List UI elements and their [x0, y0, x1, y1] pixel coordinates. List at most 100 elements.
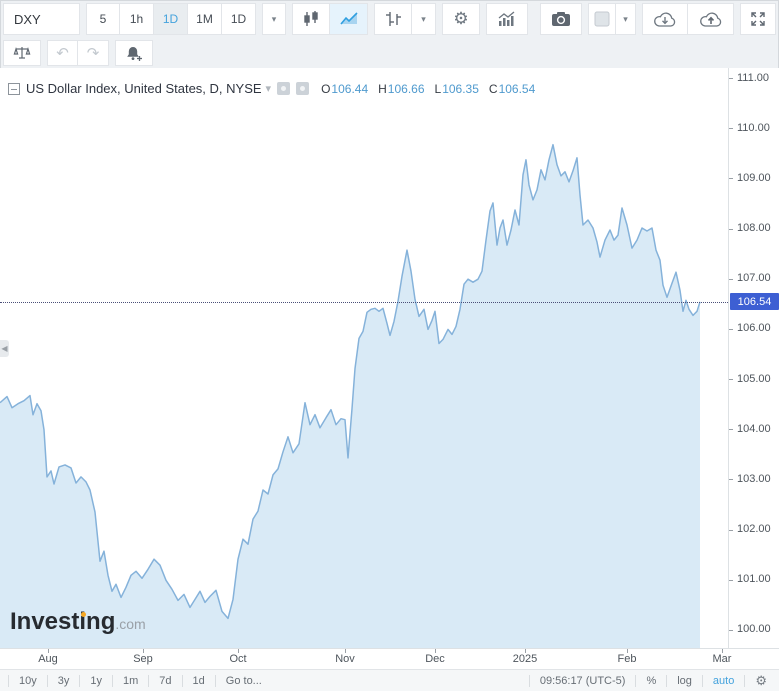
range-button-7d[interactable]: 7d [159, 674, 172, 687]
price-tick-label: 100.00 [737, 623, 771, 635]
series-visibility-icon[interactable] [277, 82, 291, 95]
divider [635, 674, 637, 687]
range-button-3y[interactable]: 3y [57, 674, 70, 687]
fullscreen-icon [750, 11, 766, 27]
cloud-download-icon [653, 11, 677, 28]
time-tick [435, 649, 436, 653]
add-alert-button[interactable] [115, 40, 153, 66]
legend-dropdown-icon[interactable]: ▾ [265, 83, 272, 95]
price-tick-label: 107.00 [737, 272, 771, 284]
area-chart-icon [339, 10, 359, 28]
ohlc-c: C 106.54 [488, 81, 536, 96]
percent-scale-button[interactable]: % [646, 674, 657, 687]
price-tick [729, 530, 733, 531]
hlc-bars-icon [384, 10, 402, 28]
load-layout-button[interactable] [642, 3, 688, 35]
last-price-label: 106.54 [730, 293, 779, 310]
interval-button-1m[interactable]: 1M [188, 3, 222, 35]
watermark-suffix: .com [115, 616, 146, 632]
divider [666, 674, 668, 687]
area-chart-button[interactable] [330, 3, 368, 35]
range-button-10y[interactable]: 10y [19, 674, 37, 687]
price-tick-label: 103.00 [737, 473, 771, 485]
price-tick-label: 111.00 [737, 72, 770, 84]
interval-button-1d[interactable]: 1D [222, 3, 256, 35]
divider [79, 674, 81, 687]
cloud-upload-icon [699, 11, 723, 28]
time-tick-label: Mar [712, 653, 732, 665]
interval-dropdown-caret[interactable]: ▾ [262, 3, 286, 35]
drawing-toolbar-handle[interactable]: ◀ [0, 340, 9, 357]
range-button-1m[interactable]: 1m [123, 674, 139, 687]
price-tick-label: 104.00 [737, 423, 771, 435]
price-tick-label: 110.00 [737, 122, 770, 134]
compare-button[interactable] [3, 40, 41, 66]
time-tick-label: Nov [335, 653, 355, 665]
price-tick [729, 78, 733, 79]
interval-button-1h[interactable]: 1h [120, 3, 154, 35]
time-tick [722, 649, 723, 653]
divider [744, 674, 746, 687]
interval-button-5[interactable]: 5 [86, 3, 120, 35]
axis-settings-gear-icon[interactable]: ⚙ [755, 672, 767, 688]
price-tick-label: 106.00 [737, 322, 771, 334]
legend: US Dollar Index, United States, D, NYSE … [8, 81, 535, 96]
range-button-1y[interactable]: 1y [90, 674, 102, 687]
price-axis[interactable]: 111.00 110.00 109.00 108.00 107.00 106.00 105.… [728, 68, 779, 648]
time-tick-label: 2025 [512, 653, 538, 665]
ohlc-l: L 106.35 [434, 81, 479, 96]
time-tick [143, 649, 144, 653]
price-tick [729, 229, 733, 230]
ohlc-values: O 106.44 H 106.66 L 106.35 C 106.54 [321, 82, 535, 96]
ohlc-h: H 106.66 [378, 81, 425, 96]
price-tick-label: 101.00 [737, 573, 771, 585]
range-button-1d[interactable]: 1d [192, 674, 205, 687]
symbol-input[interactable]: DXY [3, 3, 80, 35]
undo-icon: ↶ [56, 45, 69, 62]
chart-pane[interactable]: US Dollar Index, United States, D, NYSE … [0, 68, 728, 648]
snapshot-button[interactable] [540, 3, 582, 35]
auto-scale-button[interactable]: auto [712, 674, 735, 687]
price-tick-label: 105.00 [737, 373, 771, 385]
watermark-logo: Investing.com [10, 608, 146, 636]
fullscreen-button[interactable] [740, 3, 776, 35]
candlestick-chart-button[interactable] [292, 3, 330, 35]
divider [46, 674, 48, 687]
chart-settings-button[interactable]: ⚙ [442, 3, 480, 35]
series-settings-icon[interactable] [296, 82, 310, 95]
alert-bell-icon [125, 45, 143, 62]
goto-button[interactable]: Go to... [225, 674, 262, 687]
price-tick [729, 329, 733, 330]
second-toolbar: ↶ ↷ [0, 38, 779, 68]
time-tick-label: Aug [38, 653, 58, 665]
divider [214, 674, 216, 687]
gear-icon: ⚙ [453, 9, 469, 28]
time-tick [525, 649, 526, 653]
time-axis[interactable]: Aug Sep Oct Nov Dec 2025 Feb Mar [0, 648, 779, 669]
indicators-button[interactable] [486, 3, 528, 35]
price-tick-label: 108.00 [737, 222, 771, 234]
price-tick [729, 630, 733, 631]
price-tick-label: 102.00 [737, 523, 771, 535]
layout-button[interactable] [588, 3, 616, 35]
bottom-toolbar: 10y 3y 1y 1m 7d 1d Go to... 09:56:17 (UTC-5)% lo… [0, 669, 779, 691]
legend-collapse-icon[interactable] [8, 82, 20, 95]
save-layout-button[interactable] [688, 3, 734, 35]
divider [701, 674, 703, 687]
compare-scales-icon [13, 45, 31, 61]
log-scale-button[interactable]: log [677, 674, 692, 687]
bar-style-dropdown-caret[interactable]: ▾ [412, 3, 436, 35]
clock-label: 09:56:17 (UTC-5) [539, 674, 626, 687]
indicators-icon [497, 10, 517, 28]
layout-dropdown-caret[interactable]: ▾ [616, 3, 636, 35]
redo-button[interactable]: ↷ [78, 40, 109, 66]
candlestick-icon [302, 10, 320, 28]
undo-button[interactable]: ↶ [47, 40, 78, 66]
time-tick [627, 649, 628, 653]
interval-button-1d[interactable]: 1D [154, 3, 188, 35]
bar-style-button[interactable] [374, 3, 412, 35]
divider [8, 674, 9, 687]
price-tick [729, 178, 733, 179]
time-tick-label: Feb [617, 653, 637, 665]
